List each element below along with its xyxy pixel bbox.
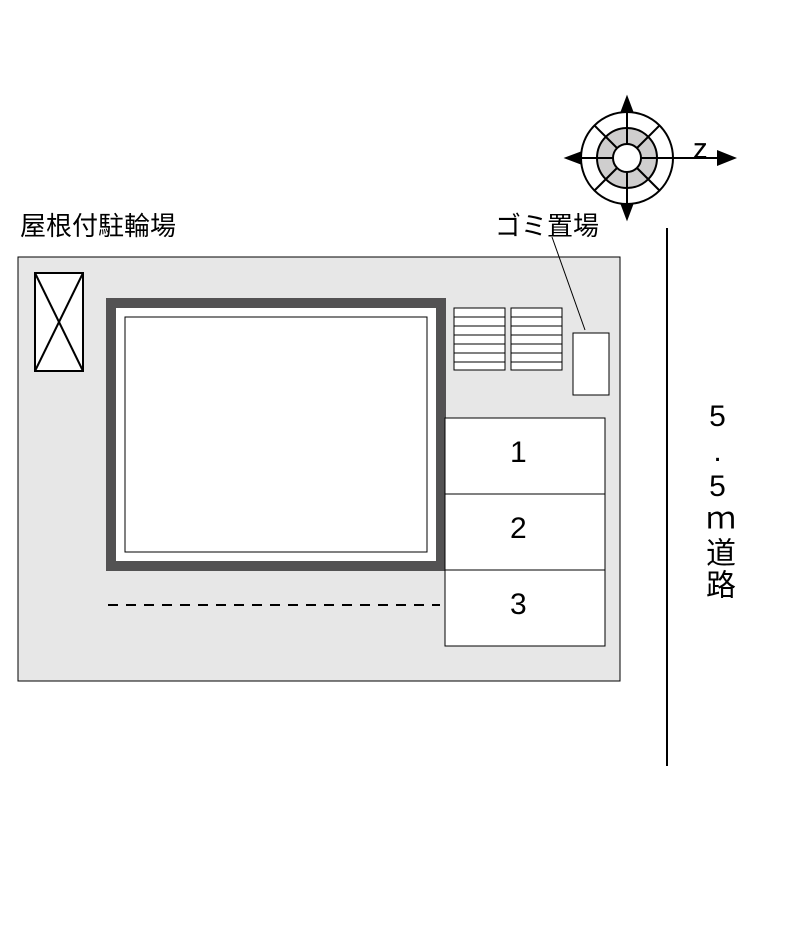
trash-area-label: ゴミ置場: [495, 206, 599, 243]
parking-2-label: 2: [510, 512, 527, 546]
bike-parking-box: [35, 273, 83, 371]
diagram-svg: [0, 0, 800, 942]
compass-icon: [565, 96, 737, 220]
north-mark: Ｚ: [690, 135, 710, 164]
site-plan-canvas: 屋根付駐輪場 ゴミ置場 Ｚ 1 2 3 5.5ｍ道路: [0, 0, 800, 942]
building: [111, 303, 441, 566]
trash-box: [573, 333, 609, 395]
road-label: 5.5ｍ道路: [695, 400, 739, 601]
parking-3-label: 3: [510, 588, 527, 622]
bike-parking-label: 屋根付駐輪場: [20, 206, 176, 243]
parking-1-label: 1: [510, 436, 527, 470]
